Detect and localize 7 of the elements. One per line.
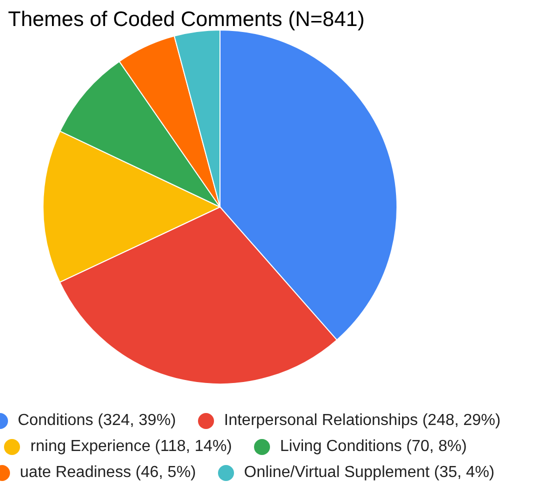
legend-label: uate Readiness (46, 5%) bbox=[20, 464, 196, 482]
legend-label: Interpersonal Relationships (248, 29%) bbox=[224, 412, 501, 430]
legend-label: Conditions (324, 39%) bbox=[18, 412, 176, 430]
legend-label: Online/Virtual Supplement (35, 4%) bbox=[244, 464, 495, 482]
legend-label: rning Experience (118, 14%) bbox=[30, 438, 232, 456]
chart-title: Themes of Coded Comments (N=841) bbox=[8, 8, 365, 32]
legend-label: Living Conditions (70, 8%) bbox=[280, 438, 467, 456]
